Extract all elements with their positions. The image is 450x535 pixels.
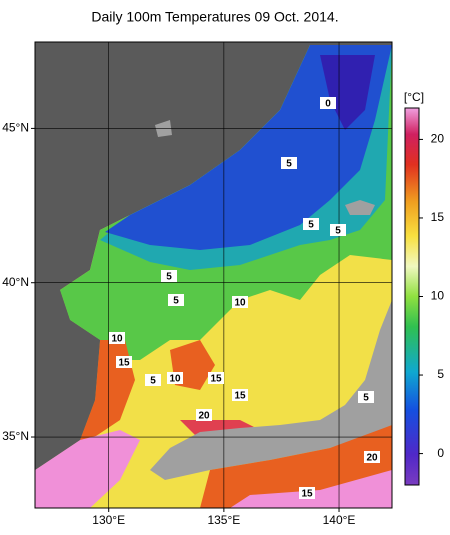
contour-label: 15	[210, 374, 222, 385]
colorbar	[404, 107, 420, 486]
contour-label: 20	[198, 411, 210, 422]
colorbar-tick-label: 0	[437, 446, 444, 460]
contour-label: 5	[286, 159, 292, 170]
contour-label-box	[232, 296, 248, 308]
contour-label: 15	[301, 489, 313, 500]
contour-label: 5	[166, 272, 172, 283]
x-tick-label: 130°E	[92, 513, 125, 527]
contour-label: 5	[363, 393, 369, 404]
y-tick-label: 35°N	[2, 429, 29, 443]
map-frame	[34, 41, 393, 509]
x-tick-label: 140°E	[323, 513, 356, 527]
contour-label-box	[145, 374, 161, 386]
korea-land	[35, 290, 100, 470]
contour-labels: 0 5 5 5 5 5 10 10 15 5 10 15 15 5 20 20 15	[109, 97, 380, 500]
colorbar-tick-label: 10	[431, 289, 445, 303]
contour-label-box	[109, 332, 125, 344]
contour-label-box	[168, 294, 184, 306]
sea-cold	[105, 45, 392, 250]
contour-label: 10	[234, 298, 246, 309]
contour-label: 15	[118, 358, 130, 369]
contour-label-box	[281, 157, 297, 169]
contour-label-box	[208, 372, 224, 384]
y-tick-label: 45°N	[2, 121, 29, 135]
colorbar-tick-label: 15	[431, 210, 445, 224]
colorbar-unit: [°C]	[404, 90, 424, 104]
pacific-subtropic	[230, 470, 392, 508]
contour-label-box	[116, 356, 132, 368]
contour-label-box	[196, 409, 212, 421]
japan-land	[150, 300, 392, 480]
grid	[35, 42, 392, 508]
contour-label-box	[358, 391, 374, 403]
title: Daily 100m Temperatures 09 Oct. 2014.	[91, 9, 338, 25]
contour-label-box	[320, 97, 336, 109]
colorbar-tick-label: 5	[437, 367, 444, 381]
map	[35, 42, 392, 508]
contour-label: 5	[335, 226, 341, 237]
contour-label-box	[232, 389, 248, 401]
contour-label-box	[303, 218, 319, 230]
y-tick-label: 40°N	[2, 275, 29, 289]
contour-label: 5	[308, 220, 314, 231]
island	[345, 200, 375, 215]
contour-label-box	[299, 487, 315, 499]
sea-subtropic	[35, 430, 140, 508]
colorbar-tick-label: 20	[431, 132, 445, 146]
contour-label: 5	[150, 376, 156, 387]
contour-label: 5	[173, 296, 179, 307]
contour-label: 15	[234, 391, 246, 402]
x-tick-label: 135°E	[207, 513, 240, 527]
contour-label-box	[161, 270, 177, 282]
sea-coldest	[320, 55, 375, 130]
contour-label: 20	[366, 453, 378, 464]
contour-label-box	[167, 372, 183, 384]
contour-label: 10	[169, 374, 181, 385]
contour-label-box	[330, 224, 346, 236]
contour-label: 0	[325, 99, 331, 110]
contour-label-box	[364, 451, 380, 463]
contour-label: 10	[111, 334, 123, 345]
